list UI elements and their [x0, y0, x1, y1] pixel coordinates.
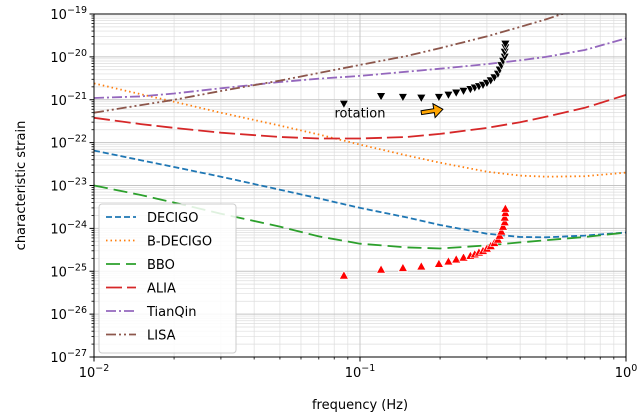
y-tick-label: 10−19: [50, 5, 87, 23]
series-line-alia: [94, 94, 626, 140]
y-tick-label: 10−24: [50, 219, 87, 237]
x-tick-label: 10−2: [79, 363, 110, 381]
y-tick-label: 10−25: [50, 262, 87, 280]
x-tick-label: 10−1: [345, 363, 376, 381]
legend-label: LISA: [147, 329, 176, 344]
triangle-down-marker: [500, 40, 511, 50]
triangle-up-marker: [338, 270, 349, 280]
triangle-down-marker: [376, 92, 387, 102]
annotation-text: rotation: [335, 107, 386, 122]
y-tick-label: 10−22: [50, 134, 87, 152]
y-tick-label: 10−26: [50, 305, 87, 323]
legend: DECIGO B-DECIGO BBO ALIA TianQin LISA: [98, 203, 237, 354]
y-tick-label: 10−21: [50, 91, 87, 109]
triangle-up-marker: [443, 256, 454, 266]
triangle-up-marker: [458, 252, 469, 262]
triangle-down-marker: [433, 93, 444, 103]
legend-label: BBO: [147, 258, 175, 273]
legend-label: ALIA: [147, 282, 176, 297]
y-tick-label: 10−27: [50, 348, 87, 366]
triangle-down-marker: [458, 87, 469, 97]
triangle-down-marker: [338, 100, 349, 110]
legend-label: TianQin: [146, 305, 196, 320]
triangle-up-marker: [500, 203, 511, 213]
triangle-up-marker: [433, 258, 444, 268]
y-axis-label: characteristic strain: [14, 121, 29, 251]
triangle-up-marker: [498, 221, 509, 231]
y-tick-label: 10−23: [50, 177, 87, 195]
triangle-up-marker: [451, 254, 462, 264]
series-line-tianqin: [94, 37, 626, 99]
triangle-up-marker: [376, 264, 387, 274]
x-tick-label: 100: [615, 363, 638, 381]
triangle-down-marker: [451, 88, 462, 98]
triangle-up-marker: [496, 226, 507, 236]
y-tick-label: 10−20: [50, 48, 87, 66]
rotation-arrow: [420, 102, 444, 119]
legend-label: DECIGO: [147, 211, 198, 226]
triangle-down-marker: [416, 94, 427, 104]
triangle-up-marker: [416, 261, 427, 271]
triangle-down-marker: [397, 93, 408, 103]
series-line-b-decigo: [94, 82, 626, 178]
legend-label: B-DECIGO: [147, 235, 212, 250]
triangle-up-marker: [397, 262, 408, 272]
triangle-up-marker: [499, 216, 510, 227]
triangle-down-marker: [443, 90, 454, 100]
series-line-lisa: [94, 14, 566, 114]
triangle-up-marker: [499, 212, 510, 222]
x-axis-label: frequency (Hz): [312, 398, 408, 413]
